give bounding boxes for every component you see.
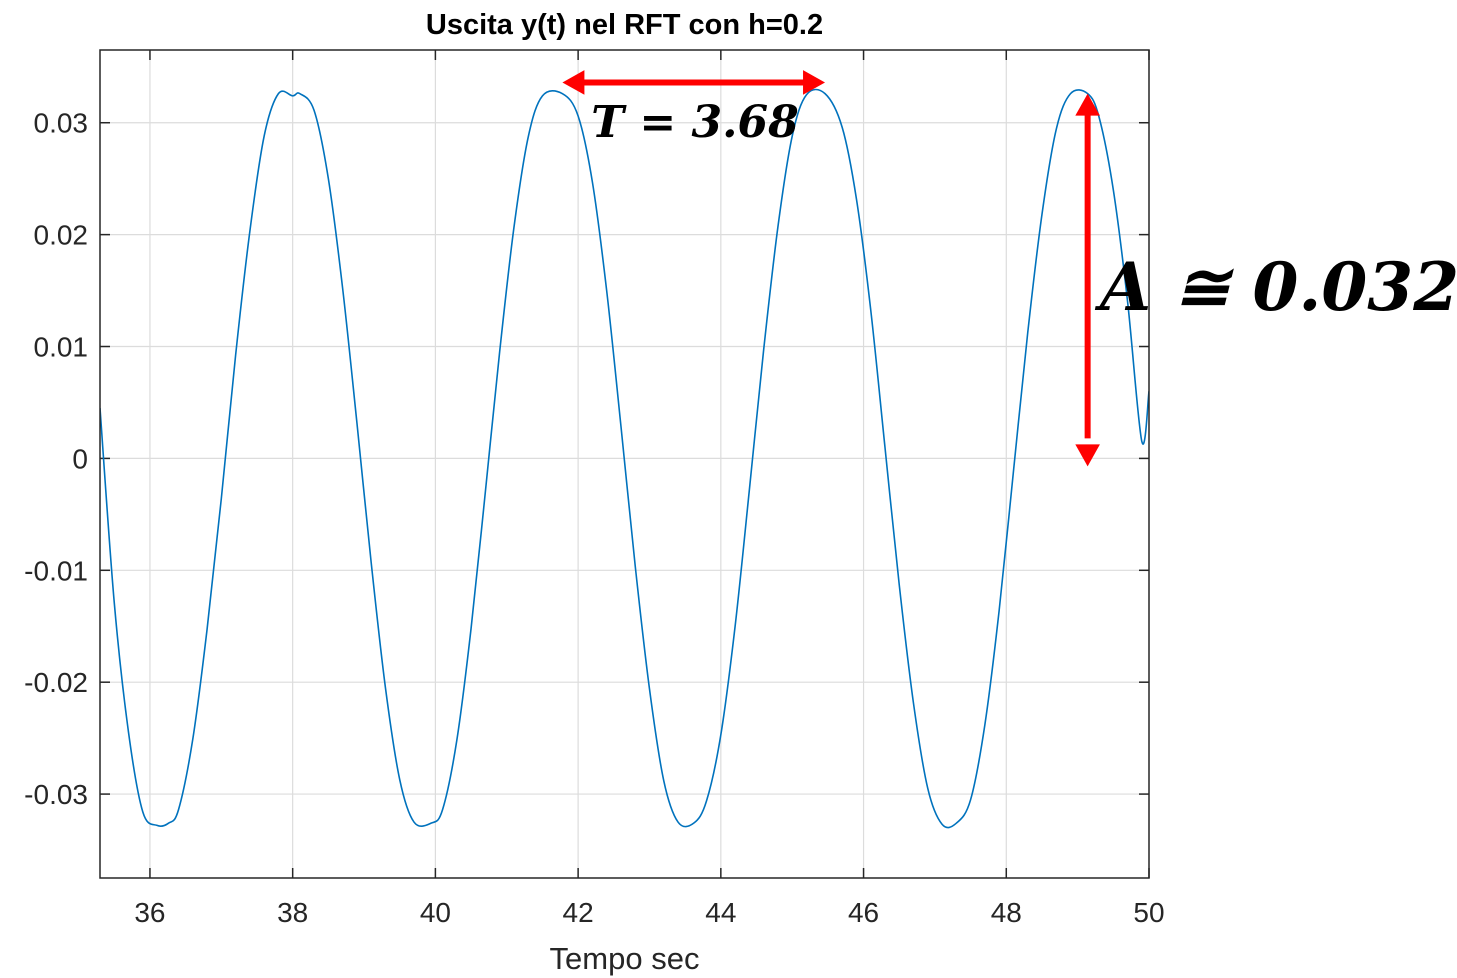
y-tick-label: 0.03: [34, 108, 89, 139]
amplitude-arrow-head-bottom: [1075, 444, 1100, 467]
y-tick-label: 0.01: [34, 332, 89, 363]
annotations: T = 3.68 A ≅ 0.032: [562, 70, 1457, 467]
tick-labels: 36 38 40 42 44 46 48 50 -0.03 -0.02 -0.01 0 0.01 0.02…: [24, 108, 1164, 928]
period-arrow: [562, 70, 826, 95]
amplitude-arrow: [1075, 93, 1100, 467]
series-line: [100, 88, 1149, 829]
y-tick-label: -0.03: [24, 779, 88, 810]
amplitude-annotation: A ≅ 0.032: [1094, 248, 1457, 326]
amplitude-arrow-head-top: [1075, 93, 1100, 116]
x-tick-label: 38: [277, 897, 308, 928]
period-annotation: T = 3.68: [591, 97, 798, 148]
y-tick-label: 0.02: [34, 220, 89, 251]
axis-ticks: [100, 50, 1150, 878]
x-tick-label: 46: [848, 897, 879, 928]
y-tick-label: -0.01: [24, 555, 88, 586]
period-arrow-head-left: [562, 70, 585, 95]
x-tick-label: 42: [563, 897, 594, 928]
chart-title: Uscita y(t) nel RFT con h=0.2: [426, 9, 823, 41]
x-tick-label: 36: [134, 897, 165, 928]
x-tick-label: 40: [420, 897, 451, 928]
x-tick-label: 48: [991, 897, 1022, 928]
x-axis-label: Tempo sec: [550, 941, 700, 976]
y-tick-label: 0: [72, 443, 88, 474]
period-arrow-head-right: [803, 70, 826, 95]
plot-frame: [99, 49, 1150, 879]
y-tick-label: -0.02: [24, 667, 88, 698]
x-tick-label: 44: [705, 897, 736, 928]
x-tick-label: 50: [1133, 897, 1164, 928]
